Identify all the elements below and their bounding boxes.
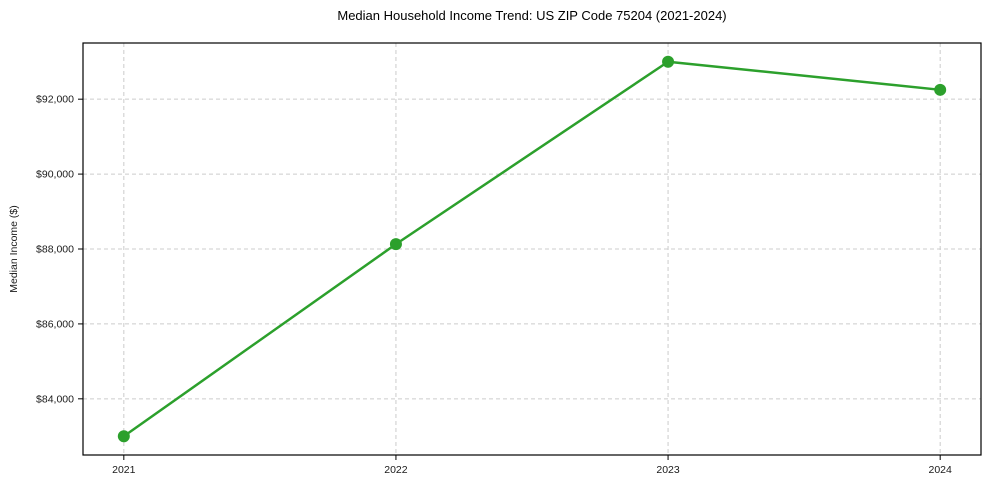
y-tick-label: $86,000: [36, 318, 74, 330]
data-point: [389, 238, 402, 251]
chart-title: Median Household Income Trend: US ZIP Co…: [337, 8, 727, 23]
data-point: [662, 55, 675, 68]
income-trend-line: [122, 60, 942, 438]
data-point: [117, 430, 130, 443]
y-tick-label: $88,000: [36, 244, 74, 256]
y-tick-label: $84,000: [36, 393, 74, 405]
data-point: [934, 83, 947, 96]
x-tick-label: 2021: [112, 464, 136, 476]
x-tick-label: 2022: [384, 464, 408, 476]
x-tick-label: 2024: [929, 464, 953, 476]
axes-spines: [82, 42, 982, 456]
y-tick-label: $90,000: [36, 169, 74, 181]
x-tick-label: 2023: [656, 464, 680, 476]
y-tick-label: $92,000: [36, 94, 74, 106]
